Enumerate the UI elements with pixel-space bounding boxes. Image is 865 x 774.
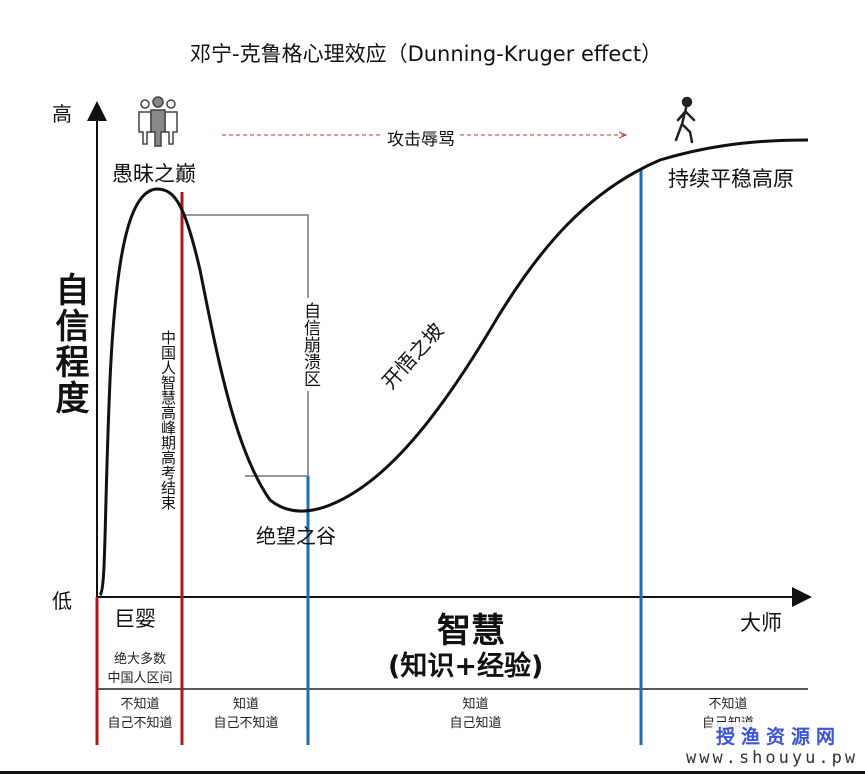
quadrant-line: 不知道 — [120, 697, 160, 712]
region-note-line: 中国人区间 — [107, 671, 173, 686]
quadrant-line: 自己不知道 — [213, 716, 279, 731]
x-axis-end: 大师 — [740, 611, 782, 635]
people-icon — [138, 96, 178, 147]
walking-person-icon — [674, 96, 696, 144]
quadrant-line: 自己知道 — [449, 716, 502, 731]
quadrant-line: 知道 — [232, 697, 259, 712]
region-note: 绝大多数 中国人区间 — [98, 650, 182, 688]
watermark-name: 授渔资源网 — [712, 722, 846, 749]
x-axis-label: 智慧 — [437, 611, 505, 651]
y-axis-label: 自信程度 — [49, 272, 89, 416]
confidence-curve — [98, 138, 809, 597]
y-axis-high: 高 — [52, 102, 72, 126]
quadrant-line: 知道 — [462, 697, 489, 712]
peak-label: 愚昧之巅 — [112, 162, 196, 186]
collapse-label: 自信崩溃区 — [298, 298, 323, 391]
quadrant-line: 不知道 — [708, 697, 748, 712]
watermark-url: www.shouyu.pw — [686, 748, 859, 768]
valley-label: 绝望之谷 — [256, 524, 336, 548]
quadrant-3: 知道 自己知道 — [310, 695, 641, 733]
quadrant-line: 自己不知道 — [107, 716, 173, 731]
chart-title: 邓宁-克鲁格心理效应（Dunning-Kruger effect） — [190, 42, 663, 66]
region-note-line: 绝大多数 — [113, 652, 166, 667]
attack-label: 攻击辱骂 — [383, 125, 459, 150]
bottom-border — [0, 771, 865, 774]
x-axis-start: 巨婴 — [114, 607, 156, 631]
x-axis-sublabel: (知识+经验) — [388, 651, 544, 682]
quadrant-1: 不知道 自己不知道 — [98, 695, 182, 733]
y-axis-low: 低 — [52, 589, 72, 613]
quadrant-2: 知道 自己不知道 — [184, 695, 308, 733]
plateau-label: 持续平稳高原 — [668, 167, 794, 191]
gaokao-label: 中国人智慧高峰期高考结束 — [159, 330, 177, 510]
collapse-bracket — [182, 214, 309, 477]
